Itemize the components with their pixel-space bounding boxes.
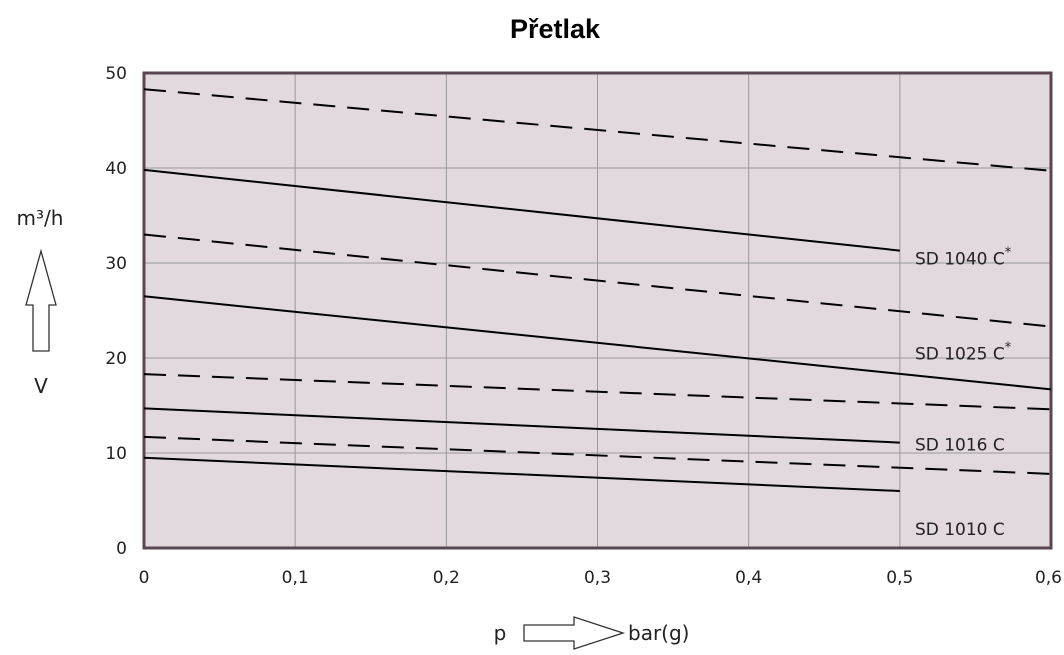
series-line-6: [143, 407, 900, 444]
series-line-1: [143, 88, 1052, 172]
x-tick-label: 0,5: [886, 568, 913, 588]
y-tick-label: 30: [105, 254, 127, 274]
y-tick-label: 40: [105, 159, 127, 179]
series-line-7: [143, 435, 1052, 475]
x-tick-label: 0,1: [282, 568, 309, 588]
x-axis-unit-label: bar(g): [628, 621, 689, 645]
x-axis-label: p: [494, 621, 507, 645]
series-label-1: SD 1040 C*: [915, 245, 1012, 269]
y-tick-label: 50: [105, 64, 127, 84]
series-line-5: [143, 373, 1052, 411]
series-line-3: [143, 233, 1052, 328]
x-tick-label: 0,3: [584, 568, 611, 588]
y-tick-label: 20: [105, 349, 127, 369]
series-line-2: [143, 168, 900, 252]
series-line-4: [143, 295, 1052, 391]
x-tick-label: 0,6: [1035, 568, 1062, 588]
y-tick-label: 0: [116, 539, 127, 559]
series-line-8: [143, 456, 900, 492]
x-tick-label: 0,4: [735, 568, 762, 588]
y-axis-symbol-label: V: [34, 374, 48, 398]
x-axis-arrow-icon: [523, 616, 626, 650]
chart-title: Přetlak: [510, 14, 601, 44]
x-tick-label: 0: [139, 568, 150, 588]
y-axis-arrow-icon: [25, 248, 57, 352]
series-label-4: SD 1010 C: [915, 520, 1005, 540]
series-label-2: SD 1025 C*: [915, 340, 1012, 364]
y-axis-unit-label: m³/h: [17, 206, 64, 230]
y-tick-label: 10: [105, 444, 127, 464]
series-label-3: SD 1016 C: [915, 435, 1005, 455]
plot-frame: [142, 71, 1053, 550]
x-tick-label: 0,2: [433, 568, 460, 588]
